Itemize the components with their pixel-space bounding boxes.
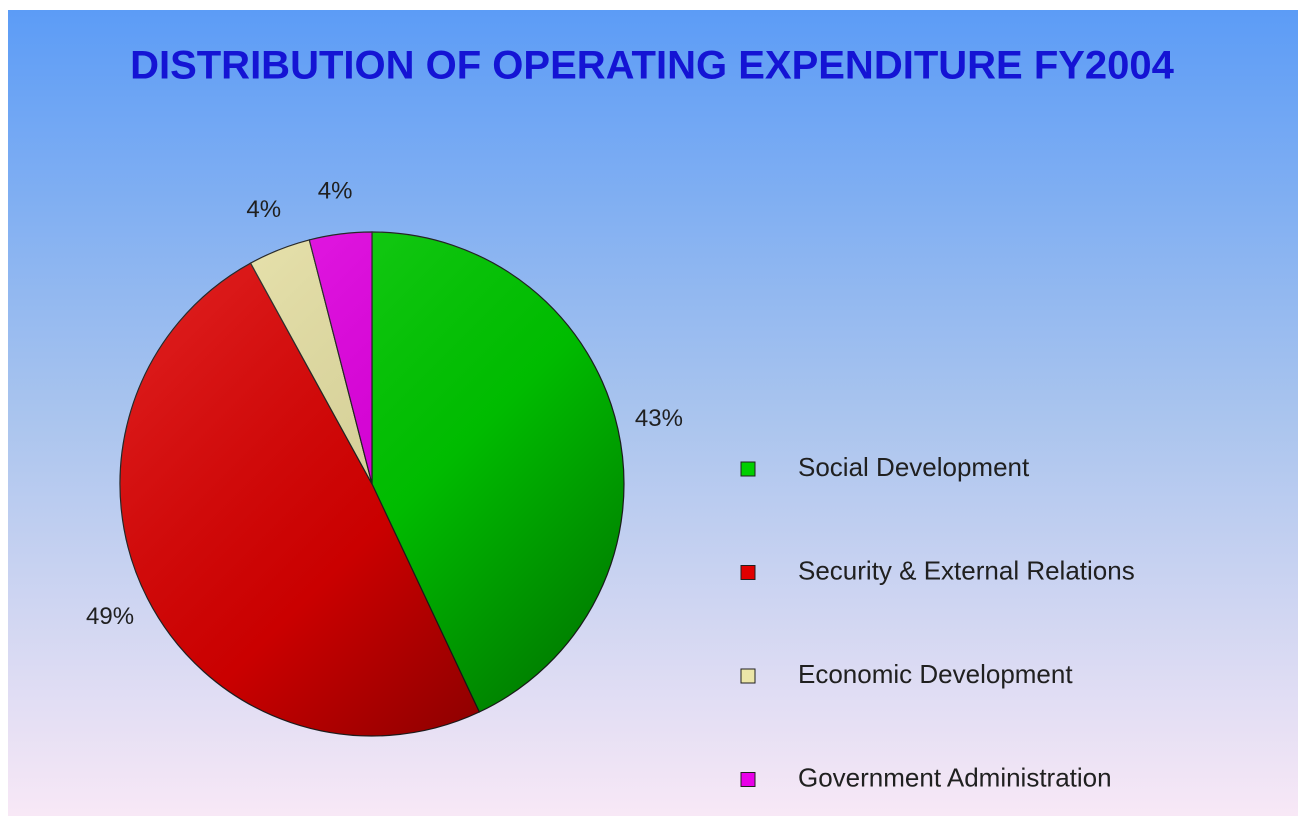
legend-label: Government Administration: [798, 762, 1112, 792]
legend-label: Economic Development: [798, 659, 1073, 689]
chart-title: DISTRIBUTION OF OPERATING EXPENDITURE FY…: [130, 44, 1175, 88]
legend-swatch: [740, 461, 756, 477]
legend-label: Social Development: [798, 452, 1030, 482]
data-label: 4%: [246, 196, 281, 223]
legend-label: Security & External Relations: [798, 555, 1135, 585]
legend-swatch: [740, 565, 756, 580]
pie: [119, 231, 625, 737]
data-label: 43%: [635, 405, 683, 432]
legend: Social Development Security & External Re…: [740, 452, 1135, 792]
data-label: 49%: [86, 603, 134, 630]
legend-swatch: [740, 772, 756, 787]
data-label: 4%: [318, 178, 353, 205]
legend-swatch: [740, 668, 756, 684]
